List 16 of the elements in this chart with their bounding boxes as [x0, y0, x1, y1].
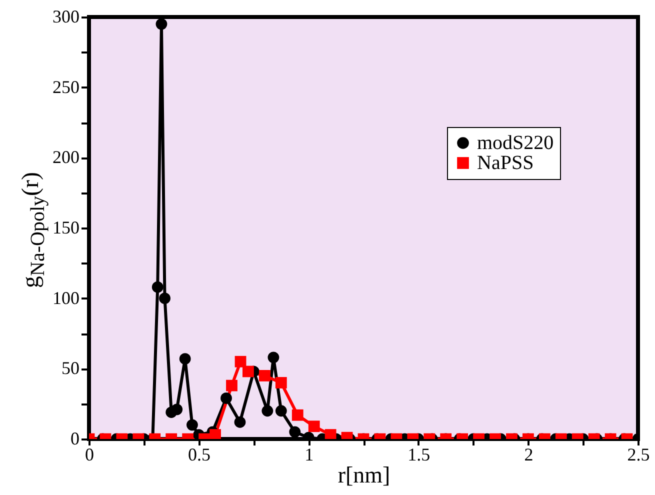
- y-tick-label: 0: [70, 428, 80, 448]
- x-tick-label: 0.5: [188, 444, 211, 464]
- y-tick-label: 250: [52, 76, 80, 97]
- x-tick-label: 2.5: [627, 444, 650, 464]
- legend-label: NaPSS: [477, 152, 534, 174]
- y-tick-label: 300: [52, 6, 80, 26]
- x-tick-label: 0: [85, 444, 94, 464]
- y-tick-label: 150: [52, 218, 80, 238]
- x-tick-label: 2: [524, 444, 534, 464]
- x-tick-label: 1: [304, 444, 314, 464]
- y-tick-label: 50: [62, 358, 80, 378]
- x-axis-title: r[nm]: [338, 462, 390, 488]
- legend-label: modS220: [477, 132, 554, 154]
- x-tick-label: 1.5: [408, 444, 430, 464]
- y-tick-label: 200: [52, 147, 80, 168]
- y-tick-label: 100: [52, 288, 80, 308]
